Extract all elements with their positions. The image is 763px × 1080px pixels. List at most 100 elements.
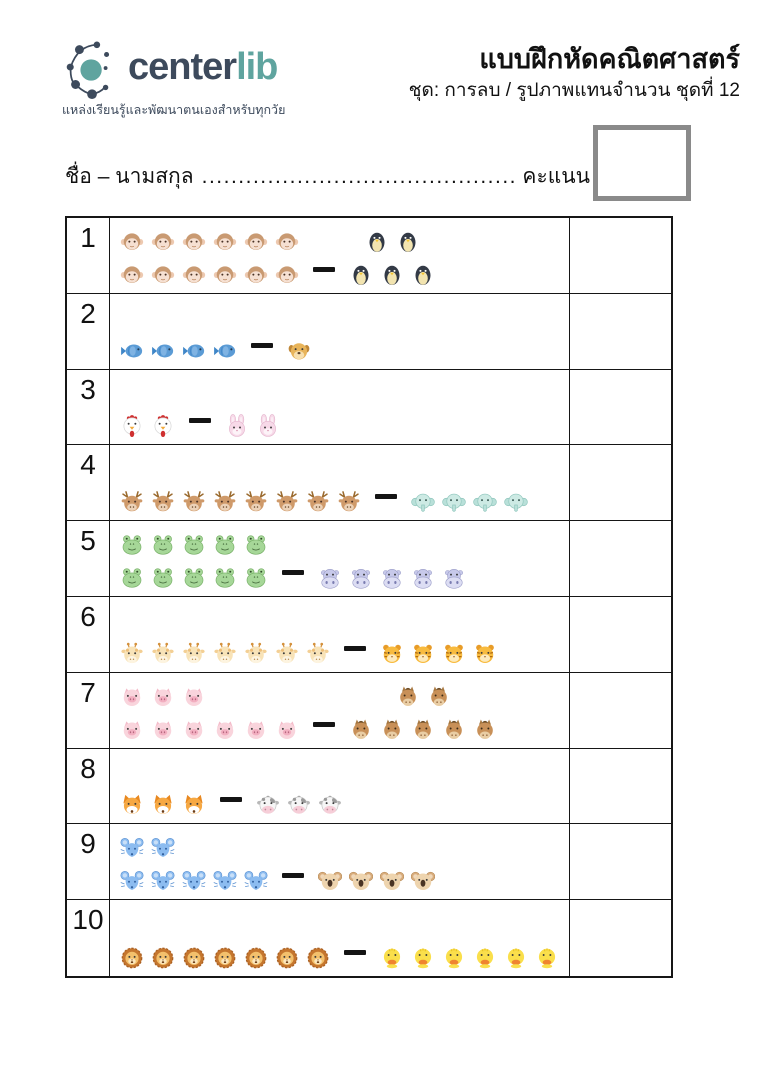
duck-icon <box>473 946 497 970</box>
horse-icon <box>442 718 466 742</box>
hippo-icon <box>380 566 404 590</box>
minuend-group <box>120 414 175 438</box>
row-number: 8 <box>67 748 110 825</box>
chicken-icon <box>120 414 144 438</box>
row-number: 1 <box>67 218 110 294</box>
hippo-icon <box>349 566 373 590</box>
dog-icon <box>287 339 311 363</box>
problem-cell <box>110 900 570 976</box>
answer-cell <box>570 824 671 901</box>
fox-icon <box>151 793 175 817</box>
monkey-icon <box>275 263 299 287</box>
worksheet-title: แบบฝึกหัดคณิตศาสตร์ <box>479 44 740 74</box>
giraffe-icon <box>182 642 206 666</box>
icon-line <box>120 685 206 709</box>
icon-line <box>120 490 361 514</box>
monkey-icon <box>213 230 237 254</box>
row-number: 6 <box>67 597 110 673</box>
monkey-icon <box>151 230 175 254</box>
problem-cell <box>110 748 570 825</box>
row-number: 4 <box>67 445 110 522</box>
problem-cell <box>110 369 570 446</box>
frog-icon <box>182 566 206 590</box>
mouse-icon <box>151 836 175 860</box>
row-number: 10 <box>67 900 110 976</box>
deer-icon <box>306 490 330 514</box>
frog-icon <box>120 533 144 557</box>
answer-cell <box>570 445 671 522</box>
problem-cell <box>110 597 570 673</box>
minuend-group <box>120 339 237 363</box>
hippo-icon <box>442 566 466 590</box>
fox-icon <box>182 793 206 817</box>
header-logo: centerlib แหล่งเรียนรู้และพัฒนาตนเองสำหร… <box>62 38 362 120</box>
minus-icon <box>375 494 397 500</box>
monkey-icon <box>182 263 206 287</box>
frog-icon <box>151 566 175 590</box>
score-label: คะแนน <box>522 165 590 188</box>
wordmark-lib: lib <box>236 46 278 88</box>
subtrahend-group <box>349 685 497 742</box>
icon-line <box>380 946 559 970</box>
worksheet-subtitle: ชุด: การลบ / รูปภาพแทนจำนวน ชุดที่ 12 <box>408 80 740 102</box>
giraffe-icon <box>120 642 144 666</box>
worksheet-table: 1 2 3 <box>65 216 673 978</box>
pig-icon <box>151 685 175 709</box>
minuend-group <box>120 230 299 287</box>
name-line: ชื่อ – นามสกุล .........................… <box>65 160 590 193</box>
lion-icon <box>213 946 237 970</box>
subtrahend-group <box>287 339 311 363</box>
problem-cell <box>110 293 570 370</box>
icon-line <box>120 642 330 666</box>
elephant-icon <box>504 490 528 514</box>
row-number: 7 <box>67 672 110 749</box>
minus-icon <box>313 721 335 727</box>
koala-icon <box>411 869 435 893</box>
horse-icon <box>349 718 373 742</box>
subtrahend-group <box>349 230 435 287</box>
icon-line <box>120 793 206 817</box>
pig-icon <box>151 718 175 742</box>
minus-icon <box>344 645 366 651</box>
monkey-icon <box>151 263 175 287</box>
subtrahend-group <box>256 793 342 817</box>
wordmark-center: center <box>128 46 237 88</box>
answer-cell <box>570 900 671 976</box>
icon-line <box>120 718 299 742</box>
penguin-icon <box>349 263 373 287</box>
frog-icon <box>213 533 237 557</box>
hippo-icon <box>411 566 435 590</box>
minuend-group <box>120 946 330 970</box>
lion-icon <box>306 946 330 970</box>
pig-icon <box>182 718 206 742</box>
tiger-icon <box>473 642 497 666</box>
answer-cell <box>570 521 671 597</box>
icon-line <box>120 263 299 287</box>
frog-icon <box>120 566 144 590</box>
minus-icon <box>282 873 304 879</box>
score-box <box>593 125 691 201</box>
minus-icon <box>282 570 304 575</box>
duck-icon <box>442 946 466 970</box>
penguin-icon <box>380 263 404 287</box>
row-number: 2 <box>67 293 110 370</box>
giraffe-icon <box>151 642 175 666</box>
duck-icon <box>535 946 559 970</box>
subtrahend-group <box>318 869 435 893</box>
icon-line <box>349 263 435 287</box>
icon-line <box>318 566 466 590</box>
centerlib-logo-icon <box>62 38 124 100</box>
row-number: 3 <box>67 369 110 446</box>
icon-line <box>365 230 420 254</box>
deer-icon <box>151 490 175 514</box>
giraffe-icon <box>244 642 268 666</box>
subtrahend-group <box>411 490 528 514</box>
elephant-icon <box>411 490 435 514</box>
pig-icon <box>120 718 144 742</box>
minus-icon <box>313 266 335 272</box>
logo-tagline: แหล่งเรียนรู้และพัฒนาตนเองสำหรับทุกวัย <box>62 103 286 117</box>
giraffe-icon <box>213 642 237 666</box>
cow-icon <box>287 793 311 817</box>
elephant-icon <box>473 490 497 514</box>
